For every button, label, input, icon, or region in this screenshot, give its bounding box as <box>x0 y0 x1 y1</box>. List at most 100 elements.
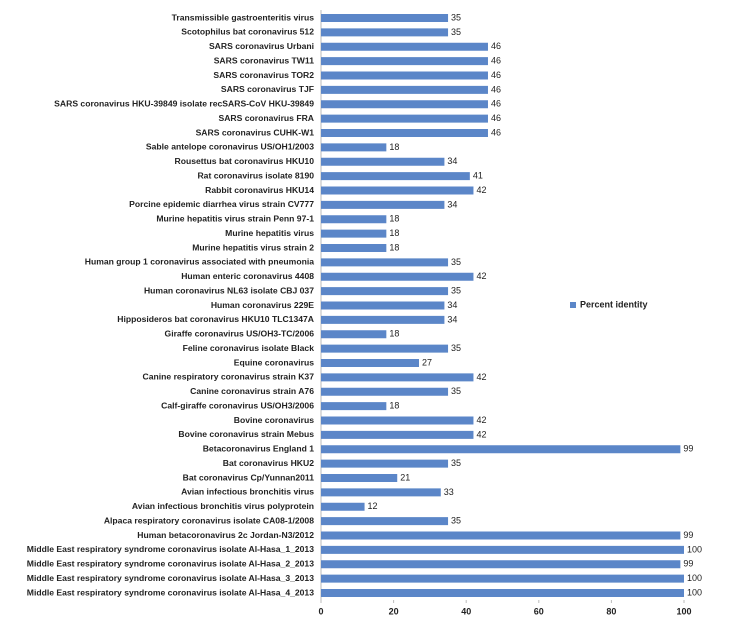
y-tick-label: Rabbit coronavirus HKU14 <box>205 185 314 195</box>
y-tick-label: Sable antelope coronavirus US/OH1/2003 <box>146 142 314 152</box>
value-label: 99 <box>683 559 693 569</box>
value-label: 35 <box>451 458 461 468</box>
y-tick-label: SARS coronavirus TW11 <box>214 55 315 65</box>
value-label: 42 <box>476 271 486 281</box>
y-tick-label: Porcine epidemic diarrhea virus strain C… <box>129 199 314 209</box>
value-label: 46 <box>491 84 501 94</box>
value-label: 46 <box>491 99 501 109</box>
bar <box>321 574 684 583</box>
bar <box>321 474 398 482</box>
value-label: 46 <box>491 70 501 80</box>
value-label: 42 <box>476 185 486 195</box>
bar <box>321 85 488 94</box>
y-tick-label: Canine coronavirus strain A76 <box>190 386 314 396</box>
value-label: 46 <box>491 127 501 137</box>
y-tick-label: SARS coronavirus TJF <box>221 84 314 94</box>
y-tick-label: Middle East respiratory syndrome coronav… <box>27 587 314 597</box>
value-label: 18 <box>389 214 399 224</box>
bar <box>321 315 445 324</box>
bar <box>321 258 449 267</box>
bar <box>321 272 474 281</box>
bar <box>321 200 445 209</box>
bar <box>321 28 449 37</box>
value-label: 99 <box>683 530 693 540</box>
y-tick-label: Human enteric coronavirus 4408 <box>181 271 314 281</box>
value-label: 27 <box>422 357 432 367</box>
value-label: 18 <box>389 401 399 411</box>
y-tick-label: Rousettus bat coronavirus HKU10 <box>175 156 315 166</box>
bar <box>321 531 681 540</box>
x-tick-label: 100 <box>676 606 691 616</box>
y-tick-label: SARS coronavirus TOR2 <box>213 70 314 80</box>
value-label: 46 <box>491 113 501 123</box>
y-tick-label: Scotophilus bat coronavirus 512 <box>181 27 314 37</box>
bar <box>321 402 387 411</box>
bar <box>321 517 449 526</box>
value-label: 46 <box>491 56 501 66</box>
y-tick-label: Murine hepatitis virus strain Penn 97-1 <box>156 214 314 224</box>
value-label: 18 <box>389 329 399 339</box>
y-tick-label: Rat coronavirus isolate 8190 <box>197 170 314 180</box>
value-label: 21 <box>400 472 410 482</box>
y-tick-label: Bovine coronavirus strain Mebus <box>178 429 314 439</box>
y-tick-label: SARS coronavirus CUHK-W1 <box>196 127 315 137</box>
y-tick-label: Equine coronavirus <box>234 357 314 367</box>
y-tick-label: Middle East respiratory syndrome coronav… <box>27 544 314 554</box>
bar <box>321 71 488 80</box>
legend-swatch <box>570 302 576 308</box>
value-label: 35 <box>451 12 461 22</box>
value-label: 12 <box>368 501 378 511</box>
y-tick-label: Bat coronavirus Cp/Yunnan2011 <box>183 472 315 482</box>
value-label: 35 <box>451 286 461 296</box>
y-tick-label: SARS coronavirus HKU-39849 isolate recSA… <box>54 99 314 109</box>
y-tick-label: Betacoronavirus England 1 <box>203 444 314 454</box>
value-label: 100 <box>687 587 702 597</box>
x-tick-label: 20 <box>389 606 399 616</box>
bar <box>321 143 387 152</box>
bar <box>321 215 387 224</box>
value-label: 34 <box>447 314 457 324</box>
y-tick-label: Murine hepatitis virus strain 2 <box>192 242 314 252</box>
bar <box>321 373 474 382</box>
value-label: 35 <box>451 343 461 353</box>
bar <box>321 287 449 296</box>
value-label: 46 <box>491 41 501 51</box>
bar <box>321 100 488 109</box>
y-tick-label: Human betacoronavirus 2c Jordan-N3/2012 <box>137 530 314 540</box>
bar <box>321 42 488 51</box>
value-label: 34 <box>447 300 457 310</box>
x-tick-label: 80 <box>606 606 616 616</box>
y-tick-label: Alpaca respiratory coronavirus isolate C… <box>104 515 314 525</box>
bar <box>321 157 445 166</box>
y-tick-label: Avian infectious bronchitis virus polypr… <box>132 501 314 511</box>
value-label: 34 <box>447 156 457 166</box>
x-tick-label: 0 <box>318 606 323 616</box>
bar <box>321 387 449 396</box>
bar <box>321 416 474 425</box>
y-tick-label: Bovine coronavirus <box>234 415 314 425</box>
bar <box>321 330 387 339</box>
bar <box>321 445 681 454</box>
bar <box>321 114 488 123</box>
bar <box>321 545 684 554</box>
value-label: 42 <box>476 429 486 439</box>
y-tick-label: Transmissible gastroenteritis virus <box>172 12 315 22</box>
value-label: 34 <box>447 199 457 209</box>
y-tick-label: Canine respiratory coronavirus strain K3… <box>143 372 315 382</box>
y-tick-label: SARS coronavirus FRA <box>218 113 314 123</box>
y-tick-label: Human coronavirus 229E <box>211 300 314 310</box>
x-tick-label: 60 <box>534 606 544 616</box>
y-tick-label: Bat coronavirus HKU2 <box>223 458 314 468</box>
bar <box>321 129 488 137</box>
bar <box>321 459 449 468</box>
legend-label: Percent identity <box>580 299 648 309</box>
value-label: 42 <box>476 415 486 425</box>
bar <box>321 359 420 367</box>
bar <box>321 502 365 511</box>
bar <box>321 560 681 569</box>
x-tick-label: 40 <box>461 606 471 616</box>
y-tick-label: Hipposideros bat coronavirus HKU10 TLC13… <box>117 314 314 324</box>
y-tick-label: Middle East respiratory syndrome coronav… <box>27 573 314 583</box>
